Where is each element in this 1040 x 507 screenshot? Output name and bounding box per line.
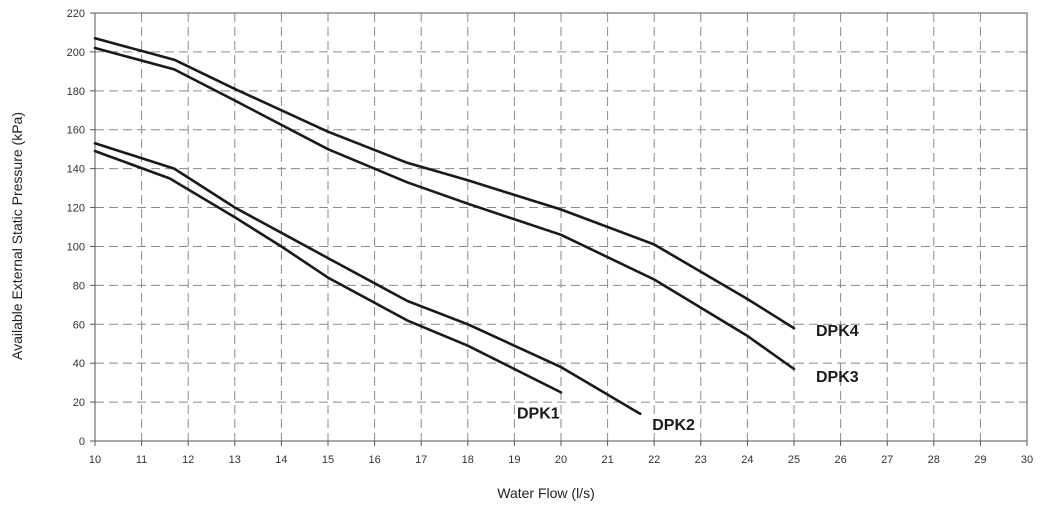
x-tick-label-1: 11 <box>136 454 147 466</box>
y-tick-label-6: 120 <box>67 203 85 215</box>
x-tick-label-8: 18 <box>462 454 474 466</box>
series-line-dpk2 <box>93 142 642 416</box>
y-tick-label-3: 60 <box>73 319 85 331</box>
series-line-dpk1 <box>93 149 563 394</box>
x-tick-label-18: 28 <box>928 454 940 466</box>
x-tick-label-15: 25 <box>788 454 800 466</box>
y-tick-label-2: 40 <box>73 358 85 370</box>
x-tick-label-3: 13 <box>229 454 241 466</box>
x-tick-label-20: 30 <box>1021 454 1033 466</box>
x-tick-label-16: 26 <box>834 454 846 466</box>
x-axis-title: Water Flow (l/s) <box>497 485 594 501</box>
series-lines <box>93 36 796 416</box>
gridlines <box>95 13 1027 441</box>
series-line-dpk4 <box>93 36 796 330</box>
series-label-dpk3: DPK3 <box>816 369 859 386</box>
series-label-dpk2: DPK2 <box>652 417 695 434</box>
series-label-dpk1: DPK1 <box>517 405 560 422</box>
series-labels: DPK1 DPK2 DPK3 DPK4 <box>517 323 859 434</box>
y-tick-label-1: 20 <box>73 397 85 409</box>
x-tick-label-4: 14 <box>275 454 287 466</box>
series-line-dpk3 <box>93 46 796 371</box>
x-tick-label-9: 19 <box>508 454 520 466</box>
y-axis-title: Available External Static Pressure (kPa) <box>9 112 25 360</box>
x-tick-label-10: 20 <box>555 454 567 466</box>
series-label-dpk4: DPK4 <box>816 323 859 340</box>
x-tick-label-19: 29 <box>974 454 986 466</box>
y-tick-label-10: 200 <box>67 47 85 59</box>
x-tick-label-7: 17 <box>415 454 427 466</box>
x-tick-label-2: 12 <box>182 454 194 466</box>
x-tick-label-17: 27 <box>881 454 893 466</box>
y-tick-label-8: 160 <box>67 125 85 137</box>
x-tick-label-14: 24 <box>741 454 753 466</box>
x-tick-label-0: 10 <box>89 454 101 466</box>
y-tick-label-5: 100 <box>67 241 85 253</box>
x-tick-label-11: 21 <box>601 454 613 466</box>
x-tick-label-13: 23 <box>695 454 707 466</box>
y-tick-label-4: 80 <box>73 280 85 292</box>
tick-labels: 10 11 12 13 14 15 16 17 18 19 20 21 22 23 24 25 26 27 28 29… <box>67 8 1033 466</box>
y-tick-label-9: 180 <box>67 86 85 98</box>
x-tick-label-6: 16 <box>368 454 380 466</box>
x-tick-label-12: 22 <box>648 454 660 466</box>
y-tick-label-0: 0 <box>79 436 85 448</box>
y-tick-label-11: 220 <box>67 8 85 20</box>
y-tick-label-7: 140 <box>67 164 85 176</box>
x-tick-label-5: 15 <box>322 454 334 466</box>
